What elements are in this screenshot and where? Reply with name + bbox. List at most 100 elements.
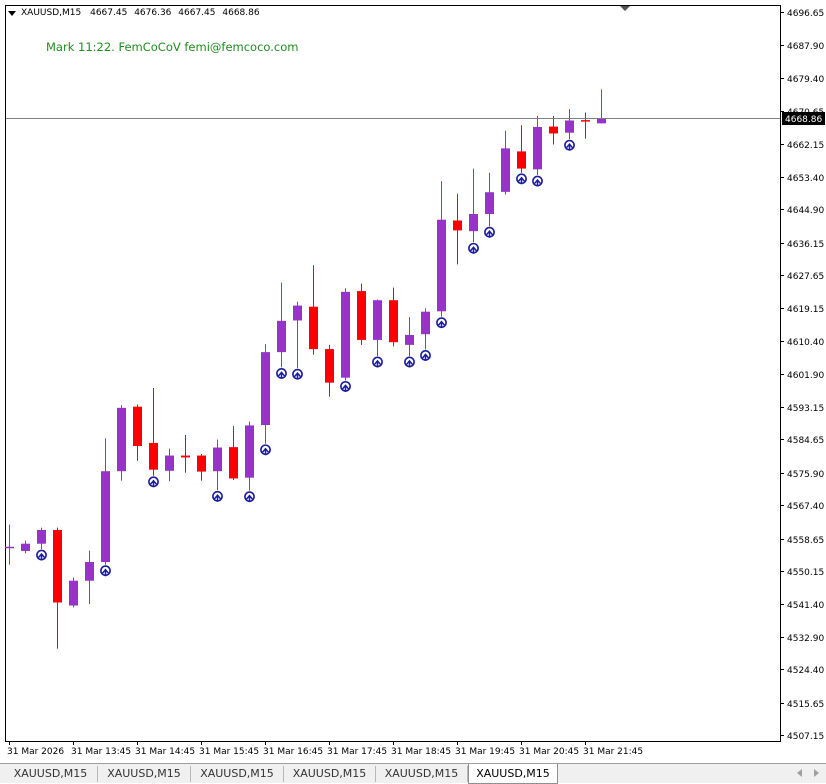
chart-tab[interactable]: XAUUSD,M15 [4,766,98,782]
candle [5,524,14,565]
candle-body-bear [197,455,206,472]
candle [277,282,286,368]
chart-tab[interactable]: XAUUSD,M15 [191,766,284,782]
x-tick-label: 31 Mar 13:45 [71,747,131,757]
candle-body-bull [85,562,94,581]
chart-note-text: Mark 11:22. FemCoCoV femi@femcoco.com [46,40,299,54]
candle [341,288,350,381]
open-value: 4667.45 [90,8,128,18]
chart-canvas[interactable]: 4696.654687.904679.404670.654662.154653.… [0,0,826,763]
y-tick-label: 4532.90 [787,634,824,644]
chart-shift-marker-icon[interactable] [620,6,630,11]
candle-body-bear [549,126,558,134]
up-arrow-icon [420,350,431,361]
y-tick-label: 4575.90 [787,470,824,480]
candle-body-bear [181,455,190,458]
up-arrow-icon [276,367,287,379]
candle-body-bear [309,306,318,350]
candle [309,265,318,355]
candle-body-bear [325,349,334,383]
candle-body-bull [501,148,510,192]
y-tick-label: 4644.90 [787,206,824,216]
candle-body-bull [565,120,574,133]
candle-body-bear [453,220,462,231]
candle [421,308,430,350]
up-arrow-icon [100,565,111,577]
candle [549,115,558,145]
candle [293,301,302,369]
y-tick-label: 4662.15 [787,141,824,151]
y-tick-label: 4558.65 [787,536,824,546]
y-tick-label: 4507.15 [787,732,824,742]
y-tick-label: 4636.15 [787,240,824,250]
candle [453,193,462,265]
candle [133,404,142,461]
symbol-label: XAUUSD,M15 [21,8,82,18]
plot-frame [5,5,781,742]
candle [565,109,574,140]
y-tick-label: 4584.65 [787,436,824,446]
candle [485,172,494,227]
candle-body-bull [277,320,286,353]
candle [261,344,270,444]
x-tick-label: 31 Mar 14:45 [135,747,195,757]
candle [437,181,446,317]
up-arrow-icon [212,490,223,502]
y-tick-label: 4567.40 [787,502,824,512]
candle [373,299,382,356]
candle [101,438,110,565]
x-tick-label: 31 Mar 17:45 [327,747,387,757]
candle [37,527,46,550]
candle [181,434,190,473]
ohlc-header: XAUUSD,M15 4667.45 4676.36 4667.45 4668.… [21,8,264,18]
tab-scroll-left-icon[interactable] [797,769,802,777]
x-tick-label: 31 Mar 2026 [7,747,64,757]
chart-tab[interactable]: XAUUSD,M15 [98,766,191,782]
tab-scroll-right-icon[interactable] [814,769,819,777]
y-tick-label: 4550.15 [787,568,824,578]
arrows-layer [36,139,575,577]
candle [213,439,222,491]
candle [501,130,510,195]
candle-body-bear [53,529,62,603]
x-tick-label: 31 Mar 18:45 [391,747,451,757]
dropdown-icon[interactable] [8,11,16,16]
candle-body-bull [485,192,494,214]
candle-body-bear [229,447,238,479]
y-tick-label: 4687.90 [787,42,824,52]
candle [405,317,414,356]
up-arrow-icon [436,317,447,329]
candle-body-bull [165,455,174,471]
candle-body-bear [581,120,590,122]
candle-body-bull [21,543,30,551]
y-tick-label: 4679.40 [787,75,824,85]
low-value: 4667.45 [178,8,216,18]
candle-body-bull [597,117,606,124]
chart-tab[interactable]: XAUUSD,M15 [376,766,468,782]
candle [245,421,254,491]
candles-layer [5,89,606,649]
y-tick-label: 4601.90 [787,371,824,381]
candle-body-bull [293,305,302,321]
candle [597,89,606,124]
y-tick-label: 4593.15 [787,404,824,414]
candle-body-bear [133,406,142,447]
chart-tab[interactable]: XAUUSD,M15 [284,766,376,782]
candle [517,125,526,173]
high-value: 4676.36 [134,8,172,18]
up-arrow-icon [564,139,575,151]
candle-body-bear [357,291,366,340]
chart-tab-active[interactable]: XAUUSD,M15 [468,764,558,784]
up-arrow-icon [516,173,527,185]
up-arrow-icon [292,368,303,380]
candle-body-bull [341,291,350,378]
x-tick-label: 31 Mar 21:45 [583,747,643,757]
up-arrow-icon [484,226,495,238]
up-arrow-icon [244,491,255,503]
candle-body-bear [517,151,526,169]
chart-tab-bar: XAUUSD,M15 XAUUSD,M15 XAUUSD,M15 XAUUSD,… [0,763,826,784]
candle-body-bear [389,300,398,343]
y-tick-label: 4653.40 [787,174,824,184]
candle-body-bull [469,213,478,232]
candle [165,448,174,482]
